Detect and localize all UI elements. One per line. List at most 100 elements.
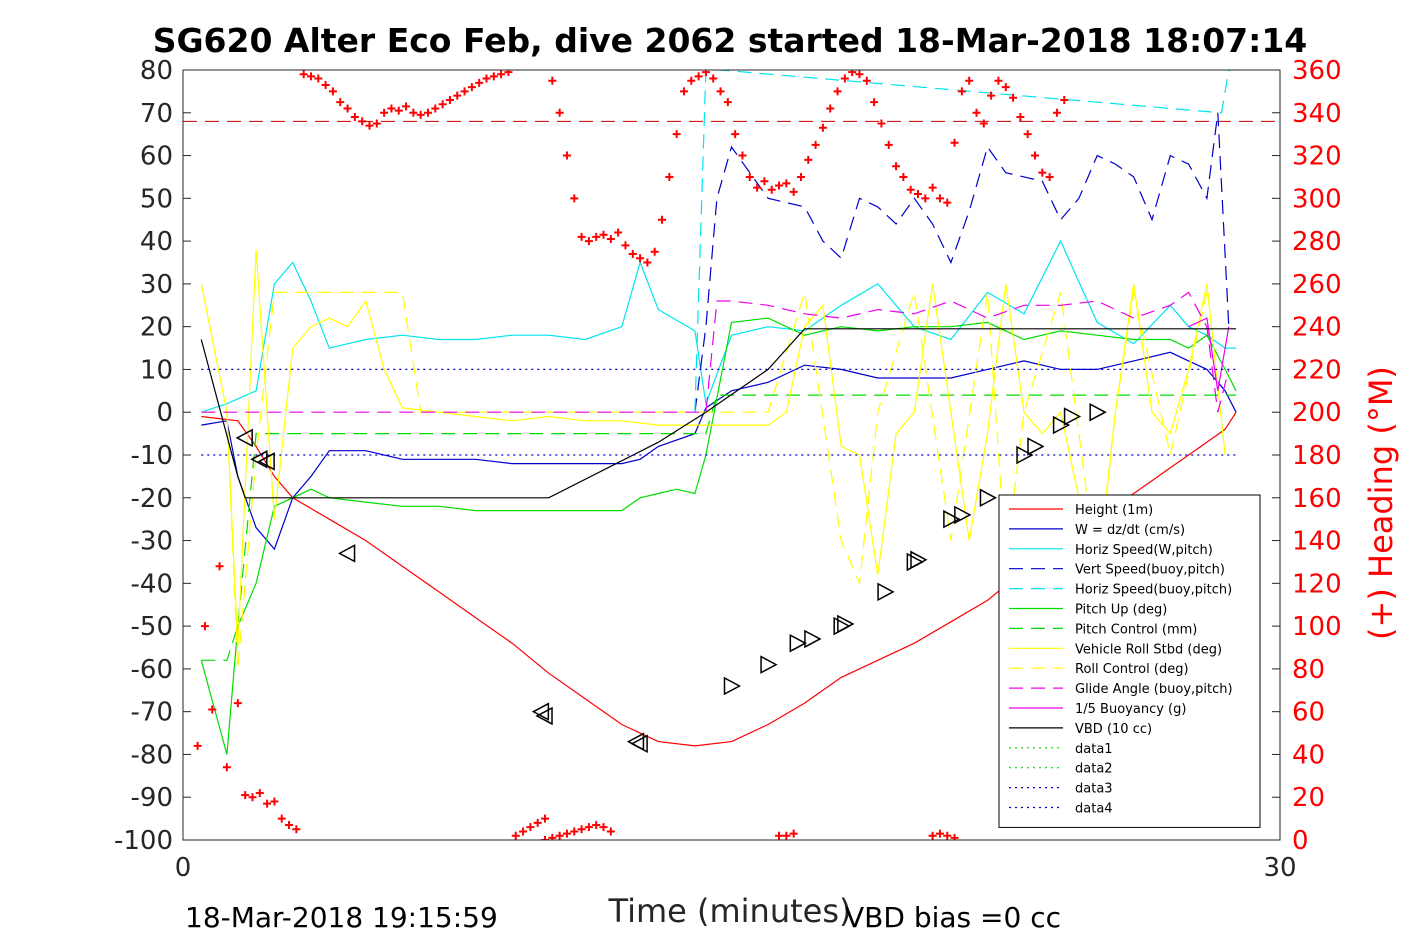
- chart-title: SG620 Alter Eco Feb, dive 2062 started 1…: [153, 21, 1308, 60]
- right-tick-label: 340: [1292, 99, 1342, 129]
- heading-point: [972, 108, 981, 117]
- heading-point: [423, 108, 432, 117]
- heading-point: [723, 98, 732, 107]
- heading-point: [321, 80, 330, 89]
- heading-point: [1023, 130, 1032, 139]
- heading-point: [599, 823, 608, 832]
- series-line-vbd: [200, 328, 1237, 499]
- plot-area: [183, 70, 1280, 840]
- legend-entry: data1: [1075, 742, 1113, 757]
- heading-point: [760, 177, 769, 186]
- heading-point: [299, 70, 308, 79]
- heading-point: [628, 249, 637, 258]
- series-line-height: [201, 411, 1237, 747]
- legend-entry: 1/5 Buoyancy (g): [1075, 702, 1186, 717]
- right-tick-label: 200: [1292, 398, 1342, 428]
- series-line-buoy: [1188, 317, 1230, 391]
- heading-point: [402, 102, 411, 111]
- heading-point: [679, 87, 688, 96]
- heading-point: [789, 829, 798, 838]
- triangle-marker: [630, 734, 648, 753]
- heading-point: [950, 833, 959, 840]
- legend-entry: Horiz Speed(buoy,pitch): [1075, 583, 1232, 598]
- heading-point: [562, 829, 571, 838]
- right-tick-label: 300: [1292, 184, 1342, 214]
- right-tick-label: 180: [1292, 441, 1342, 471]
- heading-point: [592, 232, 601, 241]
- heading-point: [862, 76, 871, 85]
- left-tick-label: 0: [156, 398, 173, 428]
- heading-point: [921, 194, 930, 203]
- heading-point: [994, 76, 1003, 85]
- heading-point: [745, 172, 754, 181]
- heading-point: [541, 836, 550, 840]
- heading-point: [1045, 172, 1054, 181]
- heading-point: [416, 110, 425, 119]
- heading-point: [482, 74, 491, 83]
- triangle-marker: [877, 582, 895, 602]
- heading-point: [928, 831, 937, 840]
- heading-point: [233, 699, 242, 708]
- left-tick-label: 50: [140, 184, 173, 214]
- heading-point: [489, 72, 498, 81]
- heading-point: [460, 87, 469, 96]
- heading-point: [775, 831, 784, 840]
- heading-point: [606, 827, 615, 836]
- heading-point: [285, 821, 294, 830]
- heading-point: [716, 87, 725, 96]
- heading-point: [1009, 93, 1018, 102]
- heading-point: [855, 70, 864, 79]
- heading-point: [555, 108, 564, 117]
- heading-point: [943, 198, 952, 207]
- heading-point: [577, 232, 586, 241]
- right-tick-label: 280: [1292, 227, 1342, 257]
- legend-box: [998, 494, 1261, 828]
- right-tick-label: 160: [1292, 484, 1342, 514]
- heading-point: [1016, 113, 1025, 122]
- heading-point: [1038, 168, 1047, 177]
- heading-point: [811, 140, 820, 149]
- heading-point: [548, 76, 557, 85]
- heading-point: [387, 104, 396, 113]
- heading-point: [255, 788, 264, 797]
- left-tick-label: 60: [140, 142, 173, 172]
- heading-point: [541, 814, 550, 823]
- heading-point: [526, 823, 535, 832]
- heading-point: [796, 172, 805, 181]
- triangle-marker: [1089, 402, 1107, 422]
- triangle-marker: [337, 544, 356, 563]
- legend-entry: Glide Angle (buoy,pitch): [1075, 682, 1233, 697]
- heading-point: [884, 140, 893, 149]
- heading-point: [833, 87, 842, 96]
- heading-point: [789, 187, 798, 196]
- series-line-vert_buoy: [694, 112, 1230, 413]
- footer-timestamp: 18-Mar-2018 19:15:59: [185, 901, 498, 934]
- heading-point: [709, 74, 718, 83]
- heading-point: [913, 190, 922, 199]
- triangle-marker: [1063, 407, 1082, 426]
- heading-point: [943, 831, 952, 840]
- heading-point: [1031, 151, 1039, 160]
- left-tick-label: -100: [114, 826, 173, 856]
- heading-point: [906, 185, 915, 194]
- x-tick-label: 30: [1263, 853, 1296, 883]
- heading-point: [614, 228, 623, 237]
- heading-point: [826, 104, 835, 113]
- heading-point: [314, 74, 323, 83]
- left-tick-label: -40: [131, 569, 173, 599]
- heading-point: [1052, 108, 1061, 117]
- heading-point: [548, 833, 557, 840]
- triangle-marker: [954, 505, 972, 525]
- heading-point: [606, 234, 615, 243]
- heading-point: [767, 185, 776, 194]
- heading-point: [200, 622, 209, 631]
- heading-point: [957, 87, 966, 96]
- left-tick-label: -10: [131, 441, 173, 471]
- triangle-marker: [760, 655, 778, 674]
- triangle-marker: [943, 509, 961, 529]
- triangle-marker: [535, 706, 553, 726]
- heading-point: [840, 74, 849, 83]
- heading-point: [343, 104, 352, 113]
- left-axis-ticks: 80 70 60 50 40 30 20 10 0 -10 -20 -30 -40 -50 -60 -70 -8…: [114, 56, 191, 856]
- left-tick-label: 10: [140, 355, 173, 385]
